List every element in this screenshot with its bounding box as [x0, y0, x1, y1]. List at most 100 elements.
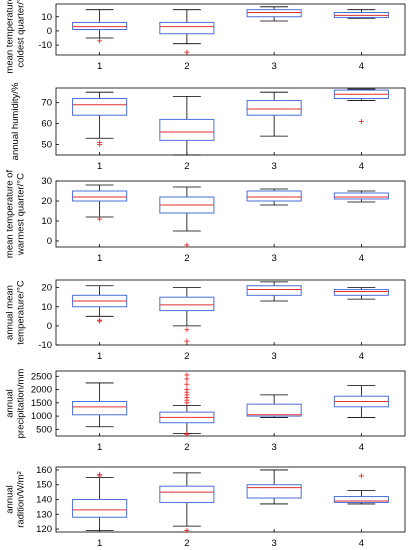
x-tick-label: 1 [97, 351, 102, 362]
y-axis-label: annual humidity/% [10, 82, 21, 160]
y-tick-label: 0 [47, 236, 52, 247]
y-tick-label: 20 [41, 283, 52, 294]
box-4 [333, 385, 389, 418]
y-tick-label: -10 [38, 340, 52, 351]
box-2 [159, 472, 215, 534]
axes-frame [55, 279, 406, 346]
x-tick-label: 1 [97, 161, 102, 172]
y-tick-label: 20 [41, 196, 52, 207]
x-tick-label: 4 [359, 253, 364, 264]
outlier-marker [184, 49, 190, 55]
y-tick-label: 60 [41, 119, 52, 130]
box-3 [246, 394, 302, 418]
box-1 [72, 91, 128, 148]
axes-frame [55, 3, 406, 56]
x-tick-label: 4 [359, 538, 364, 549]
y-tick-label: 0 [47, 321, 52, 332]
x-tick-label: 3 [271, 161, 276, 172]
y-tick-label: 10 [41, 12, 52, 23]
x-tick-label: 4 [359, 161, 364, 172]
box-iqr [159, 485, 215, 503]
box-4 [333, 473, 389, 505]
y-tick-label: 140 [36, 495, 52, 506]
box-1 [72, 184, 128, 222]
y-tick-label: 2500 [31, 371, 52, 382]
x-tick-label: 3 [271, 538, 276, 549]
outlier-marker [97, 142, 103, 148]
box-iqr [246, 100, 302, 116]
box-iqr [72, 499, 128, 518]
box-iqr [72, 190, 128, 202]
x-tick-label: 1 [97, 442, 102, 453]
x-tick-label: 1 [97, 253, 102, 264]
box-iqr [246, 190, 302, 202]
outlier-marker [97, 471, 103, 477]
x-tick-label: 3 [271, 442, 276, 453]
box-4 [333, 287, 389, 300]
y-tick-label: 1500 [31, 398, 52, 409]
y-tick-label: 130 [36, 509, 52, 520]
panel-2: 50 60 70 1 2 3 4 annual humidity/% [10, 82, 406, 172]
box-iqr [159, 118, 215, 141]
x-tick-label: 2 [184, 538, 189, 549]
outlier-marker [184, 242, 190, 248]
x-tick-label: 3 [271, 253, 276, 264]
x-tick-label: 4 [359, 442, 364, 453]
axes-frame [55, 180, 406, 248]
y-tick-label: 30 [41, 176, 52, 187]
box-iqr [246, 403, 302, 417]
box-iqr [246, 285, 302, 296]
y-tick-label: 10 [41, 216, 52, 227]
y-axis-label: mean temperature ofcoldest quarter/°C [5, 0, 27, 74]
outlier-marker [184, 387, 190, 393]
x-tick-label: 1 [97, 538, 102, 549]
box-iqr [333, 496, 389, 503]
box-1 [72, 285, 128, 324]
box-4 [333, 9, 389, 19]
box-2 [159, 287, 215, 344]
panel-1: -10 0 10 1 2 3 4 mean temperature ofcoldest qua… [5, 0, 406, 74]
box-2 [159, 9, 215, 55]
y-axis-label: mean temperature ofwarmest quarter/°C [5, 170, 27, 259]
x-tick-label: 4 [359, 61, 364, 72]
y-tick-label: -10 [38, 40, 52, 51]
y-tick-label: 120 [36, 524, 52, 535]
x-tick-label: 2 [184, 61, 189, 72]
x-tick-label: 1 [97, 61, 102, 72]
box-4 [333, 190, 389, 203]
box-2 [159, 95, 215, 156]
box-iqr [72, 97, 128, 116]
box-1 [72, 471, 128, 531]
panel-6: 120 130 140 150 160 1 2 3 4 annualradition/W/m² [5, 465, 406, 549]
outlier-marker [358, 473, 364, 479]
outlier-marker [358, 119, 364, 124]
box-4 [333, 88, 389, 124]
box-1 [72, 9, 128, 44]
box-iqr [246, 9, 302, 18]
box-1 [72, 382, 128, 428]
x-tick-label: 2 [184, 161, 189, 172]
box-iqr [333, 192, 389, 200]
box-3 [246, 469, 302, 505]
y-axis-label: annual meantemperature/°C [5, 280, 27, 345]
box-2 [159, 372, 215, 437]
y-axis-label: annualradition/W/m² [5, 471, 27, 527]
outlier-marker [184, 338, 190, 344]
x-tick-label: 2 [184, 351, 189, 362]
axes-frame [55, 370, 406, 437]
outlier-marker [97, 318, 103, 324]
y-tick-label: 500 [36, 424, 52, 435]
panel-3: 0 10 20 30 1 2 3 4 mean temperature ofwarmest qu… [5, 170, 406, 264]
box-2 [159, 186, 215, 248]
box-3 [246, 91, 302, 137]
y-tick-label: 150 [36, 480, 52, 491]
y-tick-label: 10 [41, 302, 52, 313]
x-tick-label: 4 [359, 351, 364, 362]
outlier-marker [184, 327, 190, 333]
outlier-marker [184, 431, 190, 437]
box-iqr [159, 296, 215, 312]
panel-4: -10 0 10 20 1 2 3 4 annual meantemperature/°C [5, 279, 406, 362]
y-axis-label: annualprecipitation/mm [5, 369, 27, 439]
y-tick-label: 2000 [31, 385, 52, 396]
